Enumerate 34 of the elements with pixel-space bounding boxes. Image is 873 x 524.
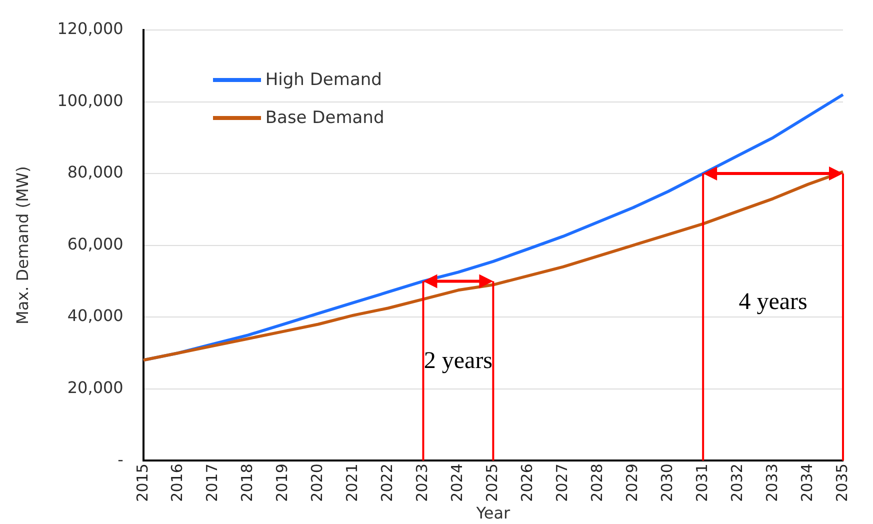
x-tick-label: 2027: [553, 464, 572, 502]
x-tick-label: 2024: [448, 464, 466, 502]
annotation: 4 years: [738, 289, 808, 316]
y-tick-label: 120,000: [57, 19, 124, 38]
x-tick-label: 2030: [658, 464, 676, 502]
x-tick-label: 2021: [343, 464, 362, 502]
x-tick-label: 2017: [203, 464, 222, 502]
y-tick-label: 100,000: [57, 90, 124, 110]
x-tick-label: 2018: [238, 464, 256, 502]
x-tick-label: 2034: [798, 464, 816, 502]
x-tick-label: 2025: [483, 464, 502, 502]
x-tick-label: 2033: [762, 464, 781, 502]
x-tick-label: 2035: [832, 464, 851, 502]
x-tick-label: 2020: [308, 464, 326, 502]
x-tick-label: 2019: [273, 464, 292, 502]
y-tick-label: -: [118, 450, 124, 469]
y-tick-label: 60,000: [67, 234, 124, 254]
x-tick-label: 2015: [133, 464, 152, 502]
legend-label: High Demand: [265, 70, 382, 90]
x-tick-label: 2022: [378, 464, 396, 502]
x-tick-label: 2029: [623, 464, 641, 502]
y-axis-title: Max. Demand (MW): [12, 166, 32, 324]
x-tick-label: 2031: [692, 464, 711, 502]
x-axis-title: Year: [475, 504, 511, 523]
y-tick-label: 80,000: [67, 162, 124, 182]
x-tick-label: 2026: [518, 464, 536, 502]
y-tick-label: 20,000: [67, 378, 124, 398]
x-tick-label: 2023: [413, 464, 432, 502]
legend-label: Base Demand: [265, 108, 384, 128]
x-tick-label: 2028: [588, 464, 606, 502]
annotation: 2 years: [424, 348, 493, 374]
x-tick-label: 2032: [728, 464, 746, 502]
y-tick-label: 40,000: [67, 306, 124, 326]
x-tick-label: 2016: [168, 464, 186, 502]
